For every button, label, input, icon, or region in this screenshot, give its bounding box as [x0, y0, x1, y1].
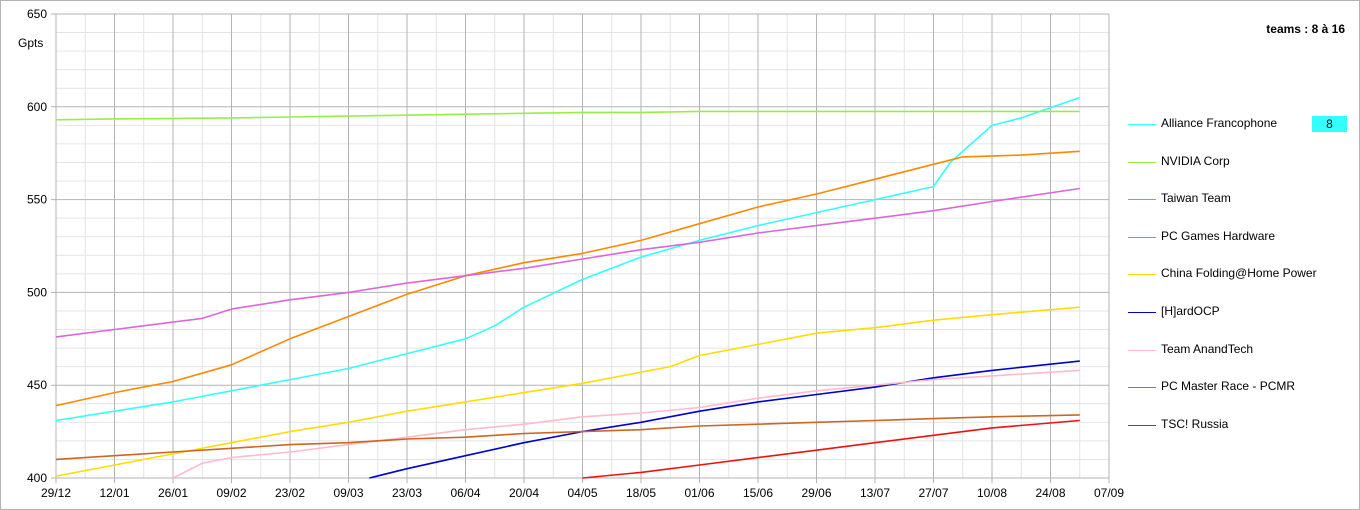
x-tick-label: 01/06	[684, 486, 714, 500]
x-tick-label: 15/06	[743, 486, 773, 500]
legend-title: teams : 8 à 16	[1266, 22, 1345, 36]
series-line-0	[55, 96, 1081, 422]
chart-grid	[51, 13, 1110, 483]
legend-label: China Folding@Home Power	[1161, 266, 1317, 281]
series-line-3	[55, 187, 1080, 338]
chart-axes: 400 450 500 550 600 650 29/12 12/01 26/01 09/02 23…	[27, 7, 1124, 500]
legend-label: PC Games Hardware	[1161, 228, 1276, 243]
legend-swatch	[1128, 312, 1156, 313]
legend-swatch	[1128, 387, 1156, 389]
legend-label: Taiwan Team	[1161, 191, 1231, 206]
y-tick-label: 650	[27, 7, 47, 21]
legend-label: NVIDIA Corp	[1161, 153, 1230, 168]
y-tick-label: 400	[27, 471, 47, 485]
x-tick-label: 29/12	[41, 486, 71, 500]
x-tick-label: 18/05	[626, 486, 656, 500]
x-tick-label: 23/02	[275, 486, 305, 500]
x-tick-label: 09/03	[333, 486, 363, 500]
highlight-badge: 8	[1312, 116, 1347, 132]
x-tick-label: 06/04	[450, 486, 480, 500]
legend-swatch	[1128, 424, 1156, 426]
legend-label: [H]ardOCP	[1161, 304, 1220, 318]
legend-label: Alliance Francophone	[1161, 116, 1278, 130]
legend-swatch	[1128, 161, 1156, 163]
series-layer	[55, 96, 1081, 479]
series-line-2	[55, 150, 1080, 407]
legend-swatch	[1128, 349, 1156, 351]
x-tick-label: 20/04	[509, 486, 539, 500]
x-tick-label: 27/07	[918, 486, 948, 500]
legend-label: Team AnandTech	[1161, 341, 1254, 356]
y-tick-label: 550	[27, 193, 47, 207]
y-axis-label: Gpts	[18, 36, 43, 50]
legend-label: TSC! Russia	[1161, 416, 1229, 431]
series-line-8	[582, 419, 1080, 479]
series-line-5	[369, 360, 1080, 479]
x-tick-label: 04/05	[567, 486, 597, 500]
series-line-6	[172, 369, 1080, 479]
x-tick-label: 23/03	[392, 486, 422, 500]
y-tick-label: 600	[27, 100, 47, 114]
x-tick-label: 09/02	[216, 486, 246, 500]
x-tick-label: 29/06	[801, 486, 831, 500]
x-tick-label: 24/08	[1035, 486, 1065, 500]
x-tick-label: 10/08	[977, 486, 1007, 500]
series-line-7	[55, 414, 1080, 461]
y-tick-label: 500	[27, 285, 47, 299]
x-tick-label: 26/01	[158, 486, 188, 500]
legend-swatch	[1128, 274, 1156, 276]
y-tick-label: 450	[27, 378, 47, 392]
x-tick-label: 12/01	[99, 486, 129, 500]
legend-swatch	[1128, 199, 1156, 201]
series-line-4	[55, 306, 1080, 477]
legend-label: PC Master Race - PCMR	[1161, 379, 1296, 394]
series-line-1	[55, 110, 1080, 121]
x-tick-label: 07/09	[1094, 486, 1124, 500]
legend-swatch	[1128, 124, 1156, 125]
legend-swatch	[1128, 236, 1156, 238]
x-tick-label: 13/07	[860, 486, 890, 500]
